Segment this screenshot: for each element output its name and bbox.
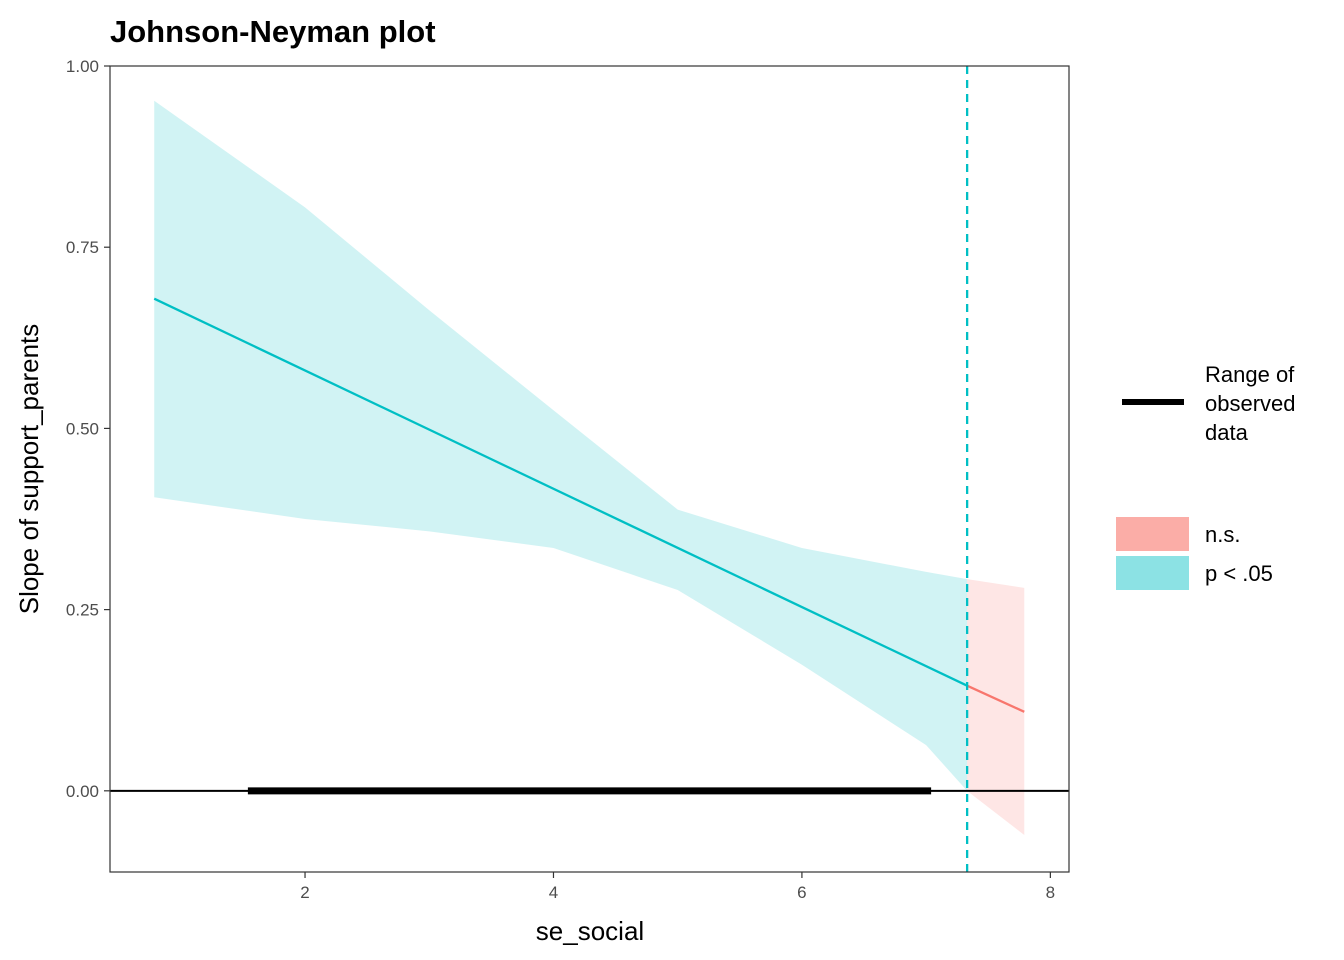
y-tick-label: 1.00 <box>66 57 99 76</box>
y-tick-label: 0.50 <box>66 419 99 438</box>
x-axis-label: se_social <box>536 916 644 946</box>
x-tick-label: 6 <box>797 883 806 902</box>
legend-range-label-3: data <box>1205 420 1249 445</box>
legend-range-label-2: observed <box>1205 391 1296 416</box>
legend-label-sig: p < .05 <box>1205 561 1273 586</box>
x-tick-label: 2 <box>300 883 309 902</box>
x-tick-label: 4 <box>549 883 558 902</box>
y-tick-label: 0.25 <box>66 601 99 620</box>
chart-title: Johnson-Neyman plot <box>110 14 436 49</box>
confidence-band-ns <box>967 579 1025 836</box>
y-tick-label: 0.00 <box>66 782 99 801</box>
confidence-band-sig <box>154 100 968 791</box>
plot-area: 2 4 6 8 0.00 0.25 0.50 0.75 1.00 <box>66 57 1070 902</box>
y-tick-label: 0.75 <box>66 238 99 257</box>
legend-key-sig <box>1116 556 1189 590</box>
x-tick-label: 8 <box>1046 883 1055 902</box>
y-axis-label: Slope of support_parents <box>14 324 44 615</box>
slope-line-sig <box>153 297 968 687</box>
panel-border <box>109 65 1070 873</box>
legend-range-label-1: Range of <box>1205 362 1295 387</box>
legend-label-ns: n.s. <box>1205 522 1240 547</box>
slope-line-ns <box>966 684 1025 713</box>
legend: Range of observed data n.s. p < .05 <box>1116 362 1296 590</box>
legend-key-ns <box>1116 517 1189 551</box>
